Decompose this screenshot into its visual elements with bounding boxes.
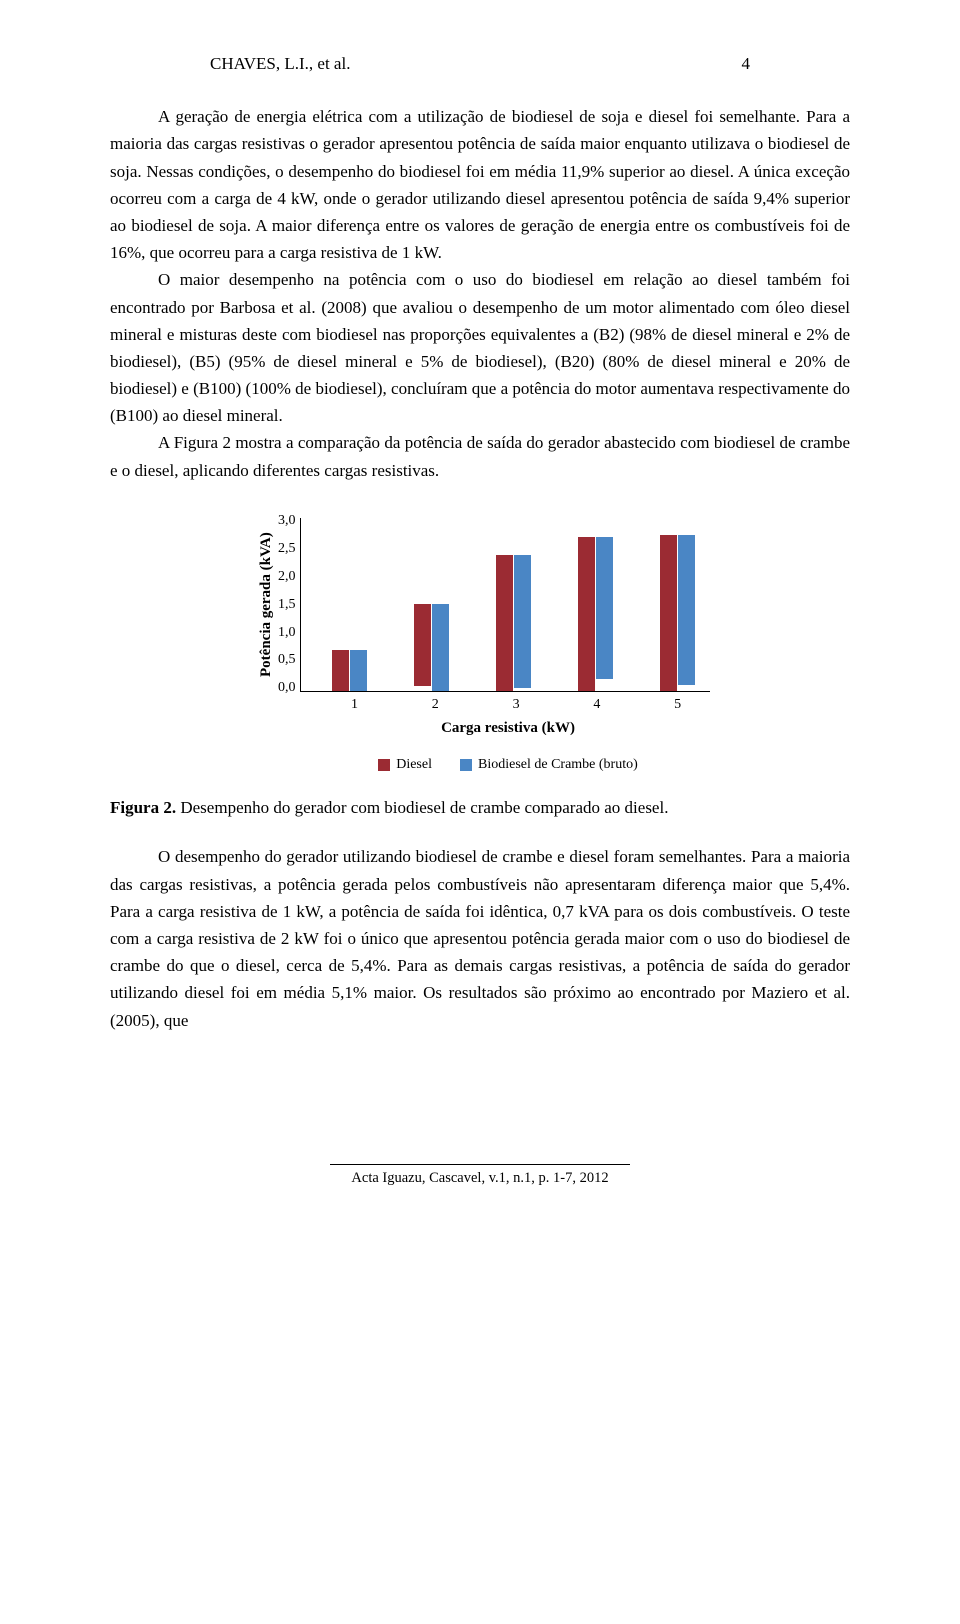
legend-label: Biodiesel de Crambe (bruto): [478, 754, 638, 776]
chart-y-ticks: 3,02,52,01,51,00,50,0: [278, 510, 300, 700]
x-tick-label: 5: [674, 694, 681, 716]
y-tick-label: 2,0: [278, 566, 296, 588]
figure-2-caption: Figura 2. Desempenho do gerador com biod…: [110, 794, 850, 821]
bar: [496, 555, 513, 691]
chart-x-axis-title: Carga resistiva (kW): [306, 716, 710, 740]
x-tick-label: 4: [593, 694, 600, 716]
y-tick-label: 1,0: [278, 622, 296, 644]
bar-group: [332, 650, 367, 691]
chart-x-ticks: 12345: [306, 694, 710, 712]
header-authors: CHAVES, L.I., et al.: [210, 54, 350, 73]
legend-item: Diesel: [378, 754, 432, 776]
bar: [350, 650, 367, 691]
y-tick-label: 2,5: [278, 538, 296, 560]
page-header: CHAVES, L.I., et al. 4: [110, 50, 850, 77]
body-paragraph-4: O desempenho do gerador utilizando biodi…: [110, 843, 850, 1033]
figure-2-chart: Potência gerada (kVA) 3,02,52,01,51,00,5…: [250, 518, 710, 776]
bar: [578, 537, 595, 691]
y-tick-label: 1,5: [278, 594, 296, 616]
body-paragraph-2: O maior desempenho na potência com o uso…: [110, 266, 850, 429]
legend-label: Diesel: [396, 754, 432, 776]
page-number: 4: [741, 54, 750, 73]
x-tick-label: 2: [432, 694, 439, 716]
x-tick-label: 3: [513, 694, 520, 716]
body-paragraph-1: A geração de energia elétrica com a util…: [110, 103, 850, 266]
bar-group: [660, 535, 695, 690]
bar: [432, 604, 449, 691]
y-tick-label: 0,5: [278, 649, 296, 671]
bar: [514, 555, 531, 688]
bar: [332, 650, 349, 691]
chart-y-axis-title: Potência gerada (kVA): [250, 518, 278, 692]
legend-swatch: [378, 759, 390, 771]
legend-item: Biodiesel de Crambe (bruto): [460, 754, 638, 776]
bar-group: [414, 604, 449, 691]
legend-swatch: [460, 759, 472, 771]
chart-legend: Diesel Biodiesel de Crambe (bruto): [306, 754, 710, 776]
figure-caption-text: Desempenho do gerador com biodiesel de c…: [176, 798, 668, 817]
bar: [660, 535, 677, 690]
bar-group: [496, 555, 531, 691]
footer-citation: Acta Iguazu, Cascavel, v.1, n.1, p. 1-7,…: [351, 1170, 608, 1186]
chart-plot-area: [300, 518, 711, 692]
page-footer: Acta Iguazu, Cascavel, v.1, n.1, p. 1-7,…: [110, 1164, 850, 1190]
y-tick-label: 3,0: [278, 510, 296, 532]
bar: [596, 537, 613, 679]
body-paragraph-3: A Figura 2 mostra a comparação da potênc…: [110, 429, 850, 483]
bar: [414, 604, 431, 686]
bar: [678, 535, 695, 685]
figure-label: Figura 2.: [110, 798, 176, 817]
footer-rule: [330, 1164, 630, 1165]
bar-group: [578, 537, 613, 691]
x-tick-label: 1: [351, 694, 358, 716]
